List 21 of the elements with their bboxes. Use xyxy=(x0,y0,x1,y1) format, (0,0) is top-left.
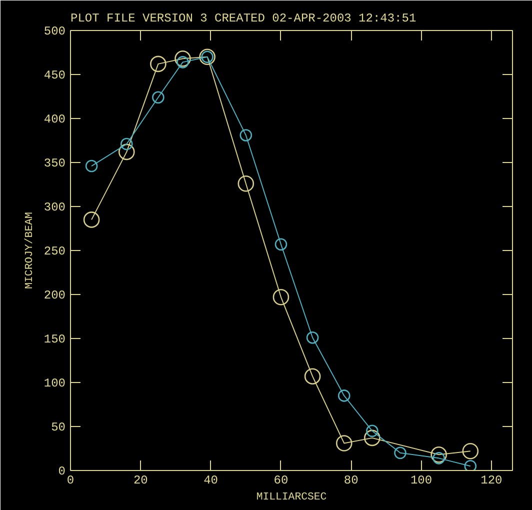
y-tick-label: 50 xyxy=(51,420,66,434)
y-tick-label: 300 xyxy=(44,200,66,214)
y-tick-label: 450 xyxy=(44,68,66,82)
y-tick-label: 250 xyxy=(44,244,66,258)
chart-title: PLOT FILE VERSION 3 CREATED 02-APR-2003 12:43:51 xyxy=(70,12,416,26)
y-axis-title: MICROJY/BEAM xyxy=(24,212,36,289)
y-tick-label: 400 xyxy=(44,112,66,126)
y-tick-label: 350 xyxy=(44,156,66,170)
x-tick-label: 40 xyxy=(204,474,218,488)
x-tick-label: 120 xyxy=(480,474,502,488)
x-tick-label: 20 xyxy=(133,474,148,488)
x-tick-label: 60 xyxy=(274,474,288,488)
y-tick-label: 100 xyxy=(44,376,66,390)
y-tick-label: 0 xyxy=(58,464,66,478)
x-tick-label: 80 xyxy=(344,474,358,488)
x-tick-label: 0 xyxy=(66,474,74,488)
x-axis-title: MILLIARCSEC xyxy=(256,492,327,504)
y-tick-label: 500 xyxy=(44,24,66,38)
y-tick-label: 150 xyxy=(44,332,66,346)
x-tick-label: 100 xyxy=(410,474,432,488)
y-tick-label: 200 xyxy=(44,288,66,302)
